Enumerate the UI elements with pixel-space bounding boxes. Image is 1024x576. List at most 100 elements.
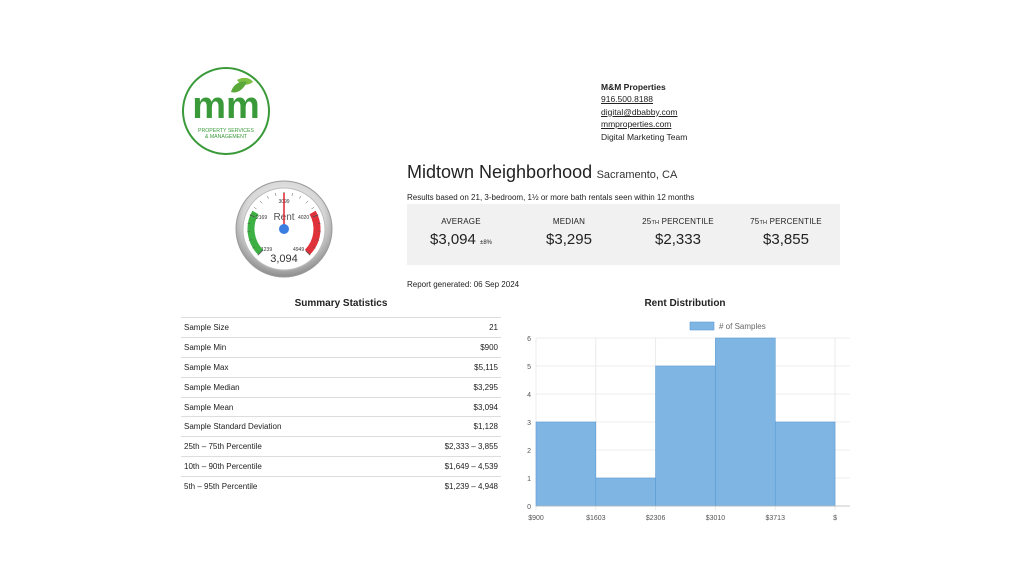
stat-25th-percentile: 25TH PERCENTILE $2,333 [624,204,732,265]
stat-median: MEDIAN $3,295 [515,204,623,265]
gauge-value: 3,094 [270,253,298,265]
table-row: 10th – 90th Percentile $1,649 – 4,539 [181,456,501,477]
x-tick-label: $1603 [586,515,606,522]
stat-value: $3,295 [546,231,592,248]
stat-label: AVERAGE [441,217,481,226]
summary-label: Sample Max [181,356,385,378]
y-tick-label: 0 [527,504,531,511]
histogram-bar [595,477,656,507]
stat-75th-percentile: 75TH PERCENTILE $3,855 [732,204,840,265]
stat-note: ±8% [480,240,493,246]
table-row: 25th – 75th Percentile $2,333 – 3,855 [181,436,501,457]
gauge-tick [253,207,257,210]
gauge-tick [305,200,309,204]
summary-value: $1,239 – 4,948 [384,476,501,497]
summary-value: $5,115 [384,356,501,378]
gauge-tick [312,214,319,218]
logo-graphic: mm PROPERTY SERVICES & MANAGEMENT [182,67,270,155]
y-tick-label: 5 [527,364,531,371]
company-name: M&M Properties [601,82,666,92]
stat-label: 75TH PERCENTILE [750,217,822,226]
histogram-bar [774,421,836,507]
page-title: Midtown Neighborhood Sacramento, CA [407,162,677,183]
logo-tagline-2: & MANAGEMENT [205,134,248,140]
gauge-hub [279,224,289,234]
stat-label: 25TH PERCENTILE [642,217,714,226]
summary-value: $1,128 [384,416,501,437]
x-tick-label: $2306 [646,515,666,522]
summary-label: 25th – 75th Percentile [181,436,385,457]
gauge-tick [311,207,315,210]
summary-value: $900 [384,336,501,358]
email-link[interactable]: digital@dbabby.com [601,106,678,117]
table-row: 5th – 95th Percentile $1,239 – 4,948 [181,476,501,497]
stat-value: $3,855 [763,231,809,248]
gauge-tick [312,246,316,249]
summary-label: Sample Mean [181,396,385,417]
gauge-tick [299,195,302,199]
x-tick-label: $ [833,515,837,522]
neighborhood-name: Midtown Neighborhood [407,162,593,182]
summary-value: $3,094 [384,396,501,417]
stat-value: $2,333 [655,231,701,248]
gauge-tick [275,192,277,196]
summary-table: Sample Size 21 Sample Min $900 Sample Max $5,… [181,317,501,497]
summary-value: $2,333 – 3,855 [384,436,501,457]
gauge-tick [257,250,263,256]
x-tick-label: $3713 [766,515,786,522]
x-tick-label: $3010 [706,515,726,522]
table-row: Sample Size 21 [181,317,501,338]
table-row: Sample Median $3,295 [181,376,501,398]
leaf-icon [231,81,247,93]
gauge-tick [259,200,263,204]
gauge-tick [249,214,256,218]
histogram-bar [535,421,597,507]
report-generated-date: Report generated: 06 Sep 2024 [407,280,520,289]
summary-value: $1,649 – 4,539 [384,456,501,477]
legend-label: # of Samples [719,322,766,331]
stat-label: MEDIAN [552,217,586,226]
summary-label: Sample Min [181,336,385,358]
company-logo: mm PROPERTY SERVICES & MANAGEMENT [181,66,271,156]
y-tick-label: 2 [527,448,531,455]
gauge-tick-label: 1239 [261,247,272,253]
y-tick-label: 3 [527,420,531,427]
table-row: Sample Mean $3,094 [181,396,501,417]
gauge-tick [252,246,256,249]
gauge-tick [291,192,293,196]
logo-letters: mm [192,85,260,127]
summary-label: 10th – 90th Percentile [181,456,385,477]
summary-value: $3,295 [384,376,501,398]
key-stats-panel: AVERAGE $3,094 ±8% MEDIAN $3,295 25TH PE… [407,204,840,265]
gauge-tick-label: 2169 [256,215,267,221]
table-row: Sample Max $5,115 [181,356,501,378]
stat-value: $3,094 [429,231,476,248]
y-tick-label: 1 [527,476,531,483]
rent-distribution-chart: 0 1 2 3 4 5 6 $900 $1603 $2306 $3010 $3713 $ # of Sam… [516,316,850,528]
summary-label: 5th – 95th Percentile [181,476,385,497]
phone-link[interactable]: 916.500.8188 [601,94,653,105]
results-note: Results based on 21, 3-bedroom, 1½ or mo… [407,193,695,202]
summary-label: Sample Size [181,317,385,338]
gauge-tick-label: 4949 [293,247,304,253]
stat-average: AVERAGE $3,094 ±8% [407,204,515,265]
website-link[interactable]: mmproperties.com [601,119,672,130]
gauge-tick [316,239,320,241]
histogram-bar [655,365,716,507]
gauge-tick-label: 4020 [298,215,309,221]
summary-label: Sample Standard Deviation [181,416,385,437]
summary-label: Sample Median [181,376,385,398]
summary-title: Summary Statistics [294,298,388,309]
histogram-bar [715,337,776,507]
logo-tagline-1: PROPERTY SERVICES [198,128,254,134]
distribution-title: Rent Distribution [644,298,726,309]
gauge-tick [305,250,311,256]
gauge-tick [248,239,252,241]
contact-info: M&M Properties 916.500.8188 digital@dbab… [601,81,687,143]
team-name: Digital Marketing Team [601,131,688,142]
y-tick-label: 4 [527,392,531,399]
y-tick-label: 6 [527,336,531,343]
gauge-tick [266,195,269,199]
rent-gauge: 2169 3099 4020 1239 4949 Rent 3,094 [235,180,333,278]
x-tick-label: $900 [528,515,544,522]
